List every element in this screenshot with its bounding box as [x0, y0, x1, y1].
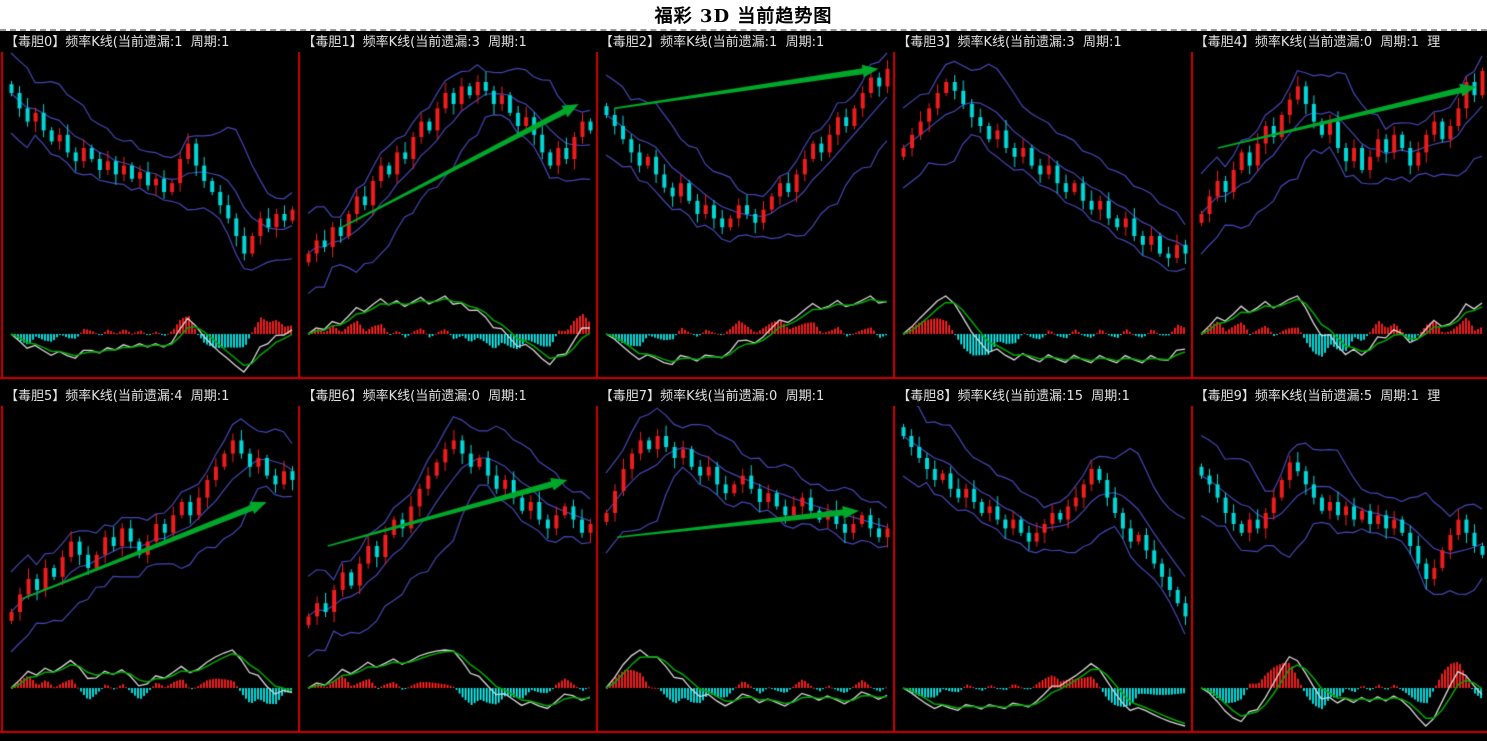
kline-chart-7	[594, 405, 893, 739]
page-title: 福彩 3D 当前趋势图	[654, 5, 833, 27]
kline-chart-9	[1189, 405, 1487, 739]
page-title-bar: 福彩 3D 当前趋势图	[0, 0, 1487, 31]
panel-title-1: 【毒胆1】频率K线(当前遗漏:3 周期:1	[302, 35, 527, 50]
panel-title-4: 【毒胆4】频率K线(当前遗漏:0 周期:1 理	[1194, 35, 1441, 50]
panel-title-9: 【毒胆9】频率K线(当前遗漏:5 周期:1 理	[1194, 389, 1441, 404]
kline-chart-2	[594, 51, 893, 385]
chart-panel-6: 【毒胆6】频率K线(当前遗漏:0 周期:1	[297, 385, 595, 739]
kline-chart-5	[0, 405, 298, 739]
chart-panel-5: 【毒胆5】频率K线(当前遗漏:4 周期:1	[0, 385, 298, 739]
kline-chart-0	[0, 51, 298, 385]
chart-panel-7: 【毒胆7】频率K线(当前遗漏:0 周期:1	[594, 385, 893, 739]
panel-title-3: 【毒胆3】频率K线(当前遗漏:3 周期:1	[897, 35, 1122, 50]
panel-title-0: 【毒胆0】频率K线(当前遗漏:1 周期:1	[5, 35, 230, 50]
panel-title-7: 【毒胆7】频率K线(当前遗漏:0 周期:1	[599, 389, 825, 404]
kline-chart-3	[892, 51, 1190, 385]
panel-title-2: 【毒胆2】频率K线(当前遗漏:1 周期:1	[599, 35, 825, 50]
chart-panel-2: 【毒胆2】频率K线(当前遗漏:1 周期:1	[594, 31, 893, 385]
panel-title-6: 【毒胆6】频率K线(当前遗漏:0 周期:1	[302, 389, 527, 404]
kline-chart-4	[1189, 51, 1487, 385]
chart-panel-8: 【毒胆8】频率K线(当前遗漏:15 周期:1	[892, 385, 1190, 739]
panel-title-8: 【毒胆8】频率K线(当前遗漏:15 周期:1	[897, 389, 1130, 404]
kline-chart-1	[297, 51, 595, 385]
kline-chart-6	[297, 405, 595, 739]
panel-title-5: 【毒胆5】频率K线(当前遗漏:4 周期:1	[5, 389, 230, 404]
chart-panel-9: 【毒胆9】频率K线(当前遗漏:5 周期:1 理	[1189, 385, 1487, 739]
chart-panel-0: 【毒胆0】频率K线(当前遗漏:1 周期:1	[0, 31, 298, 385]
chart-grid: 【毒胆0】频率K线(当前遗漏:1 周期:1 【毒胆1】频率K线(当前遗漏:3 周…	[0, 31, 1487, 739]
chart-panel-3: 【毒胆3】频率K线(当前遗漏:3 周期:1	[892, 31, 1190, 385]
chart-panel-1: 【毒胆1】频率K线(当前遗漏:3 周期:1	[297, 31, 595, 385]
kline-chart-8	[892, 405, 1190, 739]
chart-panel-4: 【毒胆4】频率K线(当前遗漏:0 周期:1 理	[1189, 31, 1487, 385]
